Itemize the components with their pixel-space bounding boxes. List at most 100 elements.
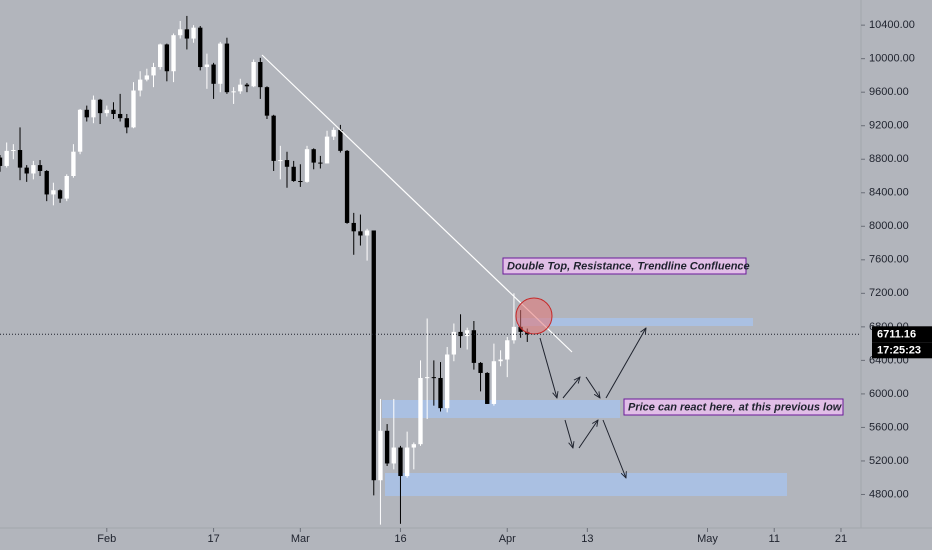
y-tick-label: 10400.00 bbox=[869, 19, 915, 31]
arrow bbox=[605, 328, 646, 399]
x-tick-label: May bbox=[697, 533, 718, 545]
lower-zone bbox=[385, 473, 787, 496]
candle-body bbox=[371, 230, 376, 481]
arrow bbox=[578, 420, 598, 449]
x-tick-label: 21 bbox=[835, 533, 847, 545]
candle-body bbox=[391, 447, 396, 464]
y-tick-label: 8000.00 bbox=[869, 220, 909, 232]
candle-body bbox=[284, 160, 290, 167]
candle-body bbox=[137, 79, 143, 91]
candle-body bbox=[151, 67, 156, 76]
countdown-label: 17:25:23 bbox=[877, 345, 921, 357]
candles bbox=[0, 15, 530, 525]
candle-body bbox=[465, 330, 470, 337]
candle-body bbox=[318, 162, 323, 164]
candle-body bbox=[91, 99, 96, 118]
candle-body bbox=[44, 170, 49, 195]
y-tick-label: 9200.00 bbox=[869, 120, 909, 132]
candle-body bbox=[11, 150, 16, 152]
candle-body bbox=[491, 361, 497, 404]
candle-body bbox=[164, 44, 170, 72]
y-tick-label: 5200.00 bbox=[869, 455, 909, 467]
candle-body bbox=[424, 377, 430, 379]
candle-body bbox=[505, 340, 510, 360]
candle-body bbox=[278, 160, 283, 162]
candle-body bbox=[204, 64, 210, 68]
candle-body bbox=[17, 150, 23, 168]
candle-body bbox=[231, 91, 236, 93]
candle-body bbox=[384, 430, 390, 464]
candle-body bbox=[111, 109, 116, 114]
candle-body bbox=[184, 29, 190, 39]
candle-body bbox=[344, 150, 350, 223]
y-tick-label: 7200.00 bbox=[869, 287, 909, 299]
candle-body bbox=[84, 109, 89, 118]
x-tick-label: 17 bbox=[207, 533, 219, 545]
candle-body bbox=[518, 326, 523, 332]
candle-body bbox=[171, 35, 176, 72]
candle-body bbox=[24, 167, 29, 174]
x-tick-label: 11 bbox=[769, 533, 780, 545]
candle-body bbox=[104, 109, 109, 114]
x-tick-label: 13 bbox=[581, 533, 593, 545]
candle-body bbox=[238, 84, 243, 92]
y-tick-label: 9600.00 bbox=[869, 86, 909, 98]
annotation: Double Top, Resistance, Trendline Conflu… bbox=[507, 260, 750, 272]
candle-body bbox=[438, 377, 443, 409]
x-tick-label: 16 bbox=[394, 533, 406, 545]
last-price-tag bbox=[872, 326, 932, 343]
arrow bbox=[539, 337, 557, 398]
candle-body bbox=[304, 149, 310, 182]
candle-body bbox=[131, 90, 136, 128]
candle-body bbox=[144, 75, 150, 80]
axes: 4800.005200.005600.006000.006400.006800.… bbox=[0, 19, 932, 545]
candle-body bbox=[211, 64, 216, 84]
candle-body bbox=[124, 118, 129, 128]
candle-body bbox=[251, 62, 256, 87]
arrow bbox=[562, 377, 580, 399]
annotation-box bbox=[502, 257, 747, 275]
candle-body bbox=[291, 166, 296, 182]
candle-body bbox=[158, 44, 163, 68]
candle-body bbox=[478, 362, 483, 373]
candle-body bbox=[418, 377, 423, 445]
y-tick-label: 5600.00 bbox=[869, 421, 909, 433]
arrow bbox=[564, 419, 573, 448]
y-tick-label: 7600.00 bbox=[869, 254, 909, 266]
candle-body bbox=[178, 29, 183, 36]
y-tick-label: 4800.00 bbox=[869, 488, 909, 500]
candle-body bbox=[511, 326, 517, 341]
annotation-box bbox=[623, 398, 844, 416]
projection-arrows bbox=[539, 328, 646, 478]
candle-body bbox=[71, 151, 76, 176]
candle-body bbox=[378, 430, 383, 481]
arrow bbox=[585, 376, 600, 398]
candle-body bbox=[431, 377, 437, 379]
candle-body bbox=[398, 447, 403, 477]
candle-body bbox=[4, 150, 9, 166]
highlight-circle bbox=[515, 297, 553, 335]
candle-body bbox=[64, 176, 69, 199]
candle-body bbox=[458, 331, 463, 337]
trendline bbox=[261, 54, 573, 353]
candle-body bbox=[498, 359, 503, 362]
candle-body bbox=[324, 136, 330, 164]
candle-body bbox=[198, 27, 203, 68]
candle-body bbox=[0, 157, 3, 166]
candle-body bbox=[97, 99, 103, 114]
x-tick-label: Apr bbox=[499, 533, 516, 545]
candle-body bbox=[224, 43, 230, 93]
candle-body bbox=[338, 129, 343, 151]
last-price-label: 6711.16 bbox=[877, 329, 916, 341]
resistance-zone bbox=[517, 318, 753, 326]
annotation: Price can react here, at this previous l… bbox=[628, 401, 843, 413]
candle-body bbox=[358, 231, 363, 236]
candle-body bbox=[191, 27, 196, 39]
candle-body bbox=[57, 190, 63, 199]
candle-body bbox=[37, 165, 43, 171]
candle-body bbox=[31, 165, 36, 174]
x-tick-label: Mar bbox=[291, 533, 310, 545]
